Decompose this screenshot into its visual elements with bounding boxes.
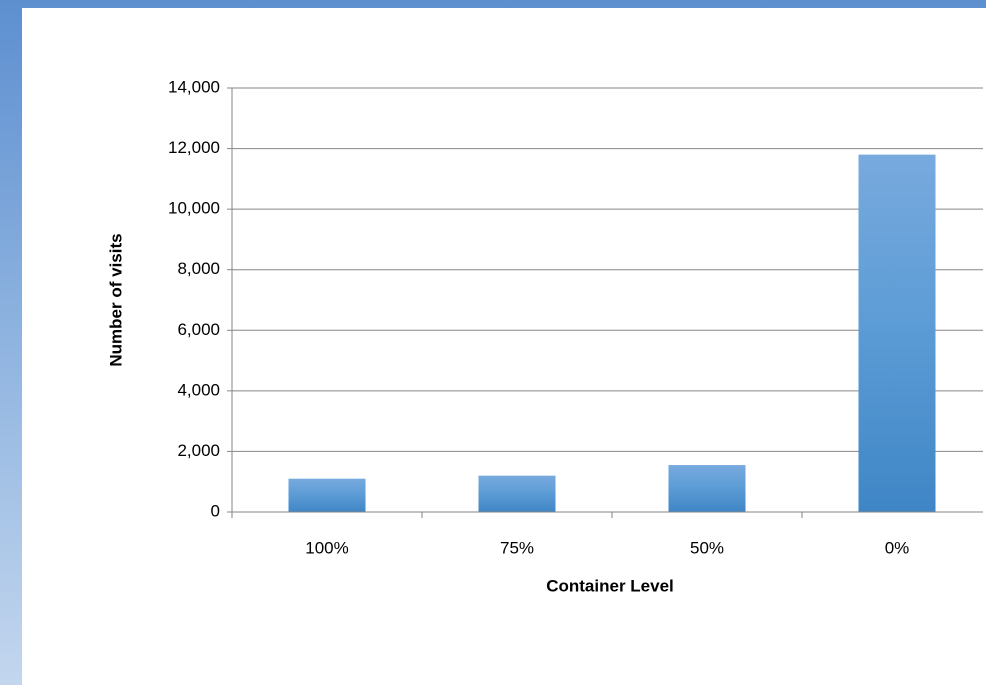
- x-tick-label: 0%: [885, 538, 910, 557]
- y-tick-label: 0: [211, 501, 220, 520]
- y-tick-label: 8,000: [177, 259, 220, 278]
- x-tick-label: 50%: [690, 538, 724, 557]
- bar: [858, 154, 936, 512]
- y-tick-label: 14,000: [168, 77, 220, 96]
- y-axis-title: Number of visits: [106, 233, 125, 366]
- chart-background: [22, 8, 986, 685]
- x-axis-title: Container Level: [546, 576, 674, 595]
- y-tick-label: 2,000: [177, 441, 220, 460]
- bar: [288, 478, 366, 512]
- y-tick-label: 6,000: [177, 320, 220, 339]
- x-tick-label: 75%: [500, 538, 534, 557]
- y-tick-label: 12,000: [168, 138, 220, 157]
- x-tick-label: 100%: [305, 538, 348, 557]
- bar: [668, 465, 746, 512]
- y-tick-label: 4,000: [177, 380, 220, 399]
- y-tick-label: 10,000: [168, 199, 220, 218]
- bar: [478, 475, 556, 512]
